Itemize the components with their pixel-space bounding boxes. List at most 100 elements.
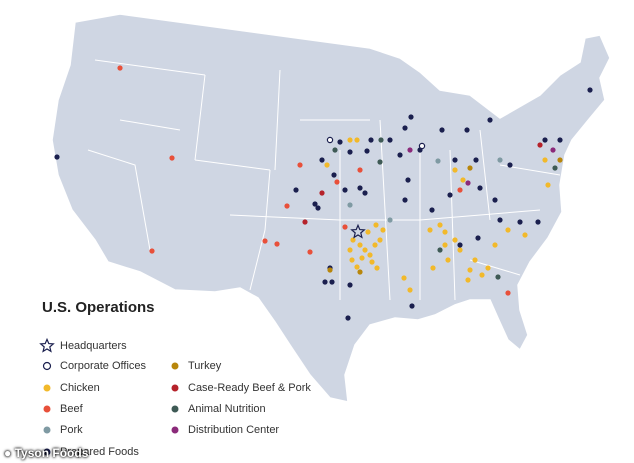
dot-icon <box>324 162 330 168</box>
dot-icon <box>402 125 408 131</box>
dot-icon <box>312 201 318 207</box>
ring-icon <box>326 136 334 144</box>
dot-icon <box>557 137 563 143</box>
dot-icon <box>405 177 411 183</box>
dot-icon <box>369 259 375 265</box>
legend-label: Turkey <box>188 360 222 372</box>
dot-icon <box>472 257 478 263</box>
dot-icon <box>54 154 60 160</box>
dot-icon <box>495 274 501 280</box>
dot-icon <box>364 148 370 154</box>
legend-label: Case-Ready Beef & Pork <box>188 382 311 394</box>
dot-icon <box>522 232 528 238</box>
dot-icon <box>387 137 393 143</box>
dot-icon <box>373 222 379 228</box>
dot-icon <box>435 158 441 164</box>
dot-icon <box>430 265 436 271</box>
dot-icon <box>417 147 423 153</box>
dot-icon <box>357 185 363 191</box>
dot-icon <box>517 219 523 225</box>
state-lines <box>87 59 561 301</box>
dot-icon <box>427 227 433 233</box>
dot-icon <box>347 202 353 208</box>
credit-text: Tyson Foods <box>14 446 89 460</box>
legend-label: Animal Nutrition <box>188 403 266 415</box>
dot-icon <box>359 255 365 261</box>
dot-icon <box>587 87 593 93</box>
legend-label: Headquarters <box>60 340 127 352</box>
dot-icon <box>465 277 471 283</box>
dot-icon <box>315 205 321 211</box>
dot-icon <box>475 235 481 241</box>
legend-label: Corporate Offices <box>60 360 147 372</box>
dot-icon <box>357 167 363 173</box>
dot-icon <box>331 172 337 178</box>
dot-icon <box>550 147 556 153</box>
legend-label: Chicken <box>60 382 100 394</box>
dot-icon <box>545 182 551 188</box>
dot-icon <box>117 65 123 71</box>
dot-icon <box>349 257 355 263</box>
dot-icon <box>479 272 485 278</box>
dot-icon <box>307 249 313 255</box>
dot-icon <box>347 137 353 143</box>
dot-icon <box>302 219 308 225</box>
credit: ● Tyson Foods <box>4 446 89 460</box>
dot-icon <box>445 257 451 263</box>
dot-icon <box>397 152 403 158</box>
legend-title: U.S. Operations <box>42 299 155 316</box>
dot-icon <box>409 303 415 309</box>
dot-icon <box>171 405 179 413</box>
dot-icon <box>457 187 463 193</box>
dot-icon <box>319 190 325 196</box>
dot-icon <box>401 275 407 281</box>
dot-icon <box>362 247 368 253</box>
dot-icon <box>505 227 511 233</box>
dot-icon <box>485 265 491 271</box>
dot-icon <box>442 229 448 235</box>
dot-icon <box>368 137 374 143</box>
dot-icon <box>407 287 413 293</box>
dot-icon <box>437 222 443 228</box>
dot-icon <box>465 180 471 186</box>
legend-label: Beef <box>60 403 84 415</box>
dot-icon <box>377 237 383 243</box>
dot-icon <box>367 252 373 258</box>
dot-icon <box>497 217 503 223</box>
dot-icon <box>171 362 179 370</box>
dot-icon <box>365 229 371 235</box>
dot-icon <box>505 290 511 296</box>
dot-icon <box>43 426 51 434</box>
dot-icon <box>429 207 435 213</box>
dot-icon <box>467 267 473 273</box>
dot-icon <box>487 117 493 123</box>
dot-icon <box>357 242 363 248</box>
dot-icon <box>372 242 378 248</box>
dot-icon <box>467 165 473 171</box>
dot-icon <box>537 142 543 148</box>
dot-icon <box>507 162 513 168</box>
dot-icon <box>408 114 414 120</box>
dot-icon <box>342 187 348 193</box>
dot-icon <box>347 247 353 253</box>
dot-icon <box>452 237 458 243</box>
dot-icon <box>380 227 386 233</box>
dot-icon <box>329 279 335 285</box>
dot-icon <box>262 238 268 244</box>
dot-icon <box>542 157 548 163</box>
dot-icon <box>293 187 299 193</box>
dot-icon <box>452 157 458 163</box>
dot-icon <box>477 185 483 191</box>
legend-label: Prepared Foods <box>60 446 139 458</box>
dot-icon <box>535 219 541 225</box>
dot-icon <box>362 190 368 196</box>
dot-icon <box>284 203 290 209</box>
dot-icon <box>542 137 548 143</box>
dot-icon <box>378 137 384 143</box>
star-icon <box>39 337 55 353</box>
star-icon <box>350 223 366 239</box>
dot-icon <box>357 269 363 275</box>
us-outline <box>51 13 611 403</box>
dot-icon <box>552 165 558 171</box>
